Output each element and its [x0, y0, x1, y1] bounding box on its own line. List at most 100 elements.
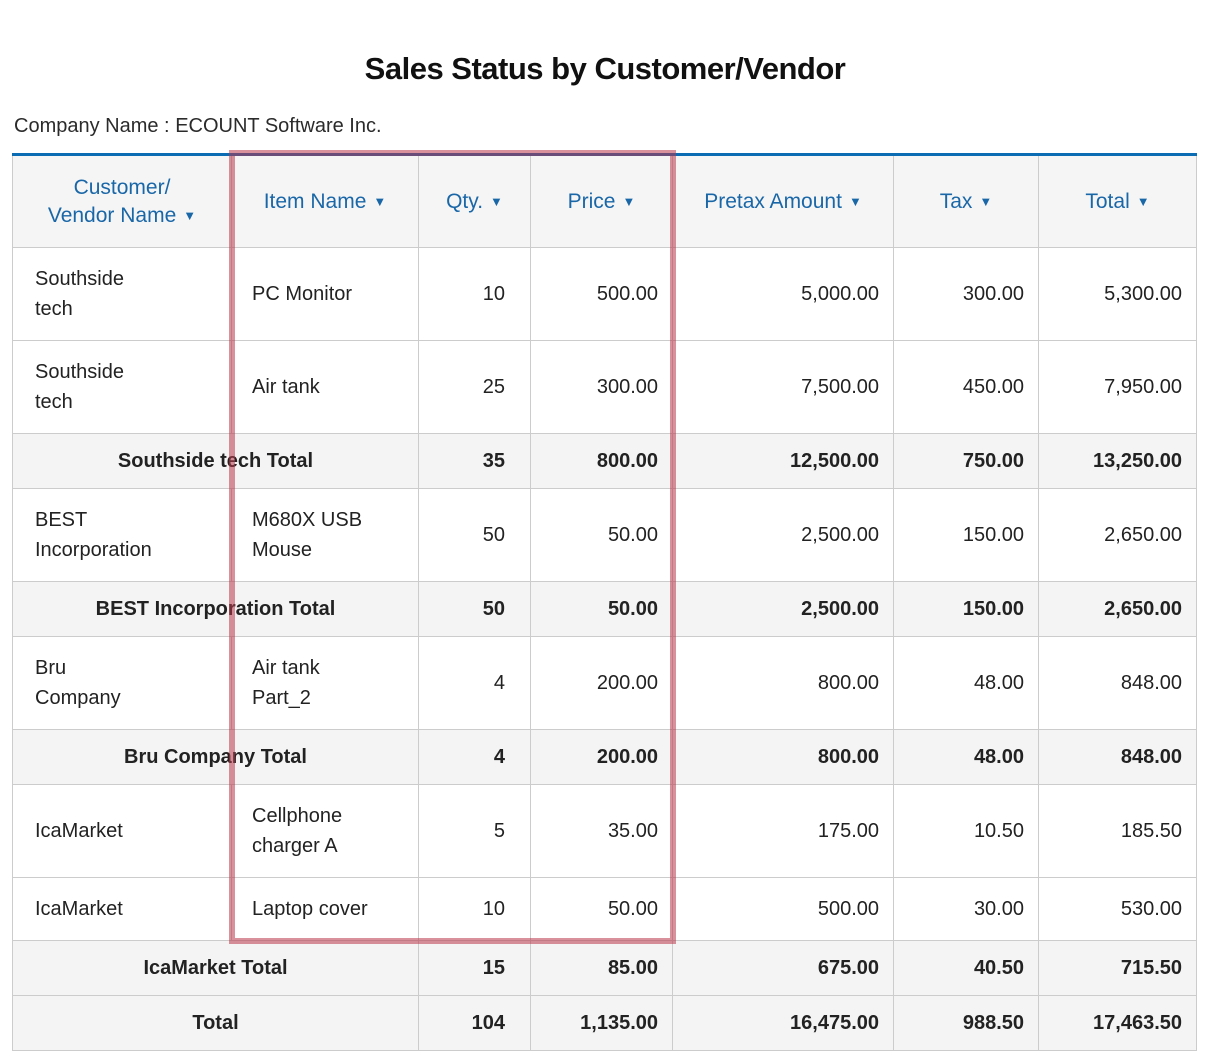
- table-row: IcaMarket Laptop cover 10 50.00 500.00 30.00 5…: [12, 877, 1197, 941]
- sort-dropdown-icon[interactable]: ▼: [373, 193, 387, 209]
- price-cell: 50.00: [530, 488, 673, 582]
- total-cell: 2,650.00: [1038, 488, 1197, 582]
- total-cell: 848.00: [1038, 729, 1197, 785]
- customer-cell: Bru Company: [12, 636, 232, 730]
- qty-cell: 104: [418, 995, 531, 1051]
- column-header-qty[interactable]: Qty. ▼: [418, 153, 531, 248]
- total-cell: 185.50: [1038, 784, 1197, 878]
- customer-cell: Southside tech: [12, 340, 232, 434]
- qty-cell: 35: [418, 433, 531, 489]
- pretax-cell: 2,500.00: [672, 488, 894, 582]
- table-row: BEST Incorporation M680X USB Mouse 50 50.00 2,…: [12, 488, 1197, 582]
- subtotal-row: BEST Incorporation Total 50 50.00 2,500.00 1…: [12, 581, 1197, 637]
- price-cell: 50.00: [530, 877, 673, 941]
- qty-cell: 10: [418, 877, 531, 941]
- tax-cell: 48.00: [893, 636, 1039, 730]
- table-header: Customer/Vendor Name ▼ Item Name ▼ Qty. ▼ Pric…: [12, 153, 1197, 248]
- column-header-label: Tax: [939, 189, 973, 213]
- tax-cell: 150.00: [893, 488, 1039, 582]
- sort-dropdown-icon[interactable]: ▼: [979, 193, 993, 209]
- subtotal-row: Bru Company Total 4 200.00 800.00 48.00 848.0…: [12, 729, 1197, 785]
- pretax-cell: 500.00: [672, 877, 894, 941]
- item-text: Part_2: [252, 687, 311, 709]
- pretax-cell: 16,475.00: [672, 995, 894, 1051]
- tax-cell: 450.00: [893, 340, 1039, 434]
- column-header-customer[interactable]: Customer/Vendor Name ▼: [12, 153, 232, 248]
- sort-dropdown-icon[interactable]: ▼: [1136, 193, 1150, 209]
- item-cell: Cellphone charger A: [231, 784, 419, 878]
- item-cell: Air tank: [231, 340, 419, 434]
- price-cell: 800.00: [530, 433, 673, 489]
- column-header-label: Customer/: [73, 175, 171, 199]
- pretax-cell: 175.00: [672, 784, 894, 878]
- item-text: Air tank: [252, 657, 320, 679]
- customer-cell: IcaMarket: [12, 877, 232, 941]
- customer-cell: Southside tech: [12, 247, 232, 341]
- pretax-cell: 675.00: [672, 940, 894, 996]
- column-header-label: Item Name: [263, 189, 367, 213]
- qty-cell: 50: [418, 488, 531, 582]
- customer-cell: BEST Incorporation: [12, 488, 232, 582]
- total-cell: 715.50: [1038, 940, 1197, 996]
- total-cell: 5,300.00: [1038, 247, 1197, 341]
- total-label-cell: Total: [12, 995, 419, 1051]
- total-cell: 17,463.50: [1038, 995, 1197, 1051]
- item-text: Mouse: [252, 539, 313, 561]
- tax-cell: 150.00: [893, 581, 1039, 637]
- qty-cell: 4: [418, 729, 531, 785]
- tax-cell: 48.00: [893, 729, 1039, 785]
- pretax-cell: 5,000.00: [672, 247, 894, 341]
- total-cell: 2,650.00: [1038, 581, 1197, 637]
- item-cell: Laptop cover: [231, 877, 419, 941]
- column-header-price[interactable]: Price ▼: [530, 153, 673, 248]
- customer-text: tech: [35, 298, 73, 320]
- qty-cell: 4: [418, 636, 531, 730]
- column-header-pretax[interactable]: Pretax Amount ▼: [672, 153, 894, 248]
- table-row: Bru Company Air tank Part_2 4 200.00 800.00 48.…: [12, 636, 1197, 730]
- price-cell: 200.00: [530, 636, 673, 730]
- item-text: Laptop cover: [252, 898, 368, 920]
- sort-dropdown-icon[interactable]: ▼: [848, 193, 862, 209]
- item-text: Cellphone: [252, 805, 343, 827]
- tax-cell: 300.00: [893, 247, 1039, 341]
- pretax-cell: 800.00: [672, 636, 894, 730]
- customer-text: IcaMarket: [35, 820, 123, 842]
- total-cell: 7,950.00: [1038, 340, 1197, 434]
- qty-cell: 10: [418, 247, 531, 341]
- pretax-cell: 800.00: [672, 729, 894, 785]
- grand-total-row: Total 104 1,135.00 16,475.00 988.50 17,463.50: [12, 995, 1197, 1051]
- total-label-cell: BEST Incorporation Total: [12, 581, 419, 637]
- customer-text: Southside: [35, 361, 124, 383]
- price-cell: 85.00: [530, 940, 673, 996]
- column-header-item[interactable]: Item Name ▼: [231, 153, 419, 248]
- item-text: PC Monitor: [252, 283, 353, 305]
- item-cell: Air tank Part_2: [231, 636, 419, 730]
- customer-cell: IcaMarket: [12, 784, 232, 878]
- pretax-cell: 12,500.00: [672, 433, 894, 489]
- customer-text: Southside: [35, 268, 124, 290]
- sales-table: Customer/Vendor Name ▼ Item Name ▼ Qty. ▼ Pric…: [12, 153, 1197, 1051]
- column-header-label: Price: [567, 189, 616, 213]
- company-name-label: Company Name :: [14, 115, 170, 137]
- column-header-total[interactable]: Total ▼: [1038, 153, 1197, 248]
- qty-cell: 15: [418, 940, 531, 996]
- price-cell: 500.00: [530, 247, 673, 341]
- sort-dropdown-icon[interactable]: ▼: [183, 207, 197, 223]
- sort-dropdown-icon[interactable]: ▼: [490, 193, 503, 209]
- price-cell: 200.00: [530, 729, 673, 785]
- column-header-label: Qty.: [446, 189, 484, 213]
- page-title: Sales Status by Customer/Vendor: [364, 51, 846, 86]
- qty-cell: 5: [418, 784, 531, 878]
- total-label-cell: Bru Company Total: [12, 729, 419, 785]
- company-name-line: Company Name : ECOUNT Software Inc.: [14, 112, 1210, 140]
- sort-dropdown-icon[interactable]: ▼: [622, 193, 636, 209]
- item-text: M680X USB: [252, 509, 363, 531]
- column-header-label: Total: [1085, 189, 1130, 213]
- table-row: IcaMarket Cellphone charger A 5 35.00 175.00 1…: [12, 784, 1197, 878]
- column-header-label: Vendor Name: [47, 203, 177, 227]
- total-cell: 13,250.00: [1038, 433, 1197, 489]
- column-header-tax[interactable]: Tax ▼: [893, 153, 1039, 248]
- customer-text: tech: [35, 391, 73, 413]
- company-name-value: ECOUNT Software Inc.: [175, 115, 382, 137]
